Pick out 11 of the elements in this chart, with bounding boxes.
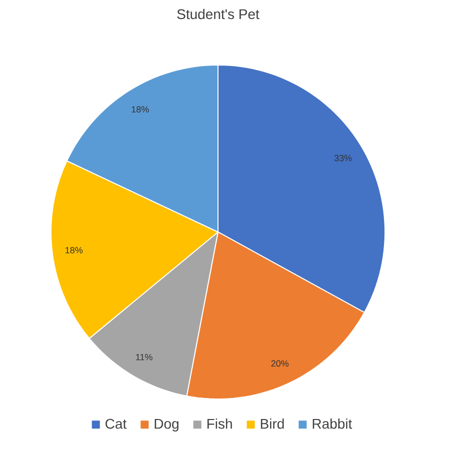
legend-label: Bird: [260, 418, 284, 429]
legend-label: Rabbit: [312, 418, 352, 429]
data-label: 20%: [271, 360, 289, 367]
data-label: 18%: [132, 106, 149, 113]
legend-label: Fish: [207, 418, 232, 429]
data-label: 33%: [334, 154, 352, 162]
legend-label: Cat: [106, 418, 127, 429]
data-label: 11%: [136, 354, 152, 360]
data-label: 18%: [66, 247, 83, 254]
chart-title: Student's Pet: [177, 8, 260, 20]
legend-label: Dog: [154, 418, 178, 432]
